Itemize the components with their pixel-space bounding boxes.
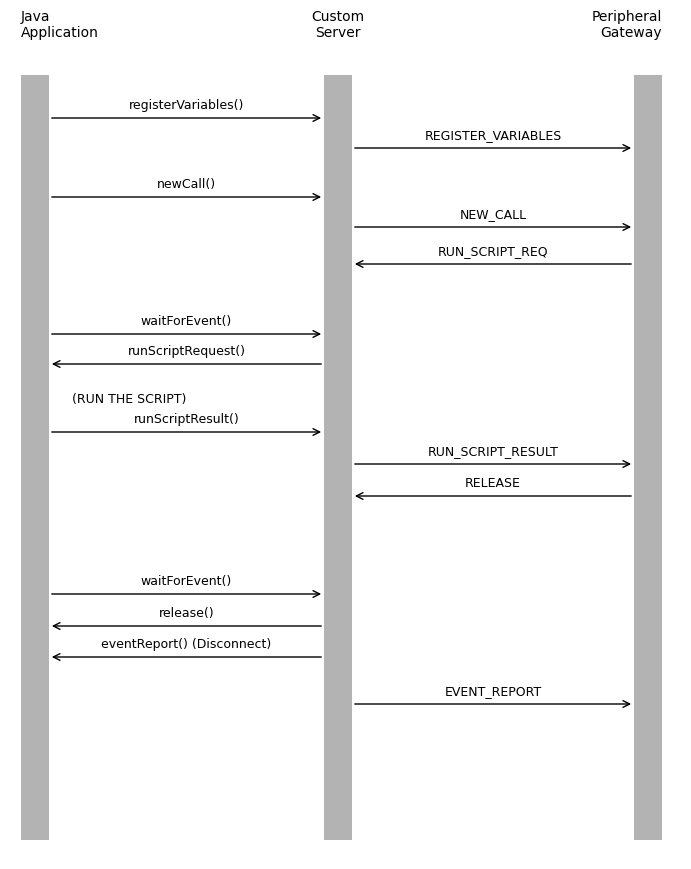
Text: release(): release() (159, 607, 214, 620)
Bar (21, 75, 49, 840)
Text: Peripheral
Gateway: Peripheral Gateway (591, 10, 662, 40)
Text: waitForEvent(): waitForEvent() (141, 575, 232, 588)
Text: RELEASE: RELEASE (465, 477, 521, 490)
Text: RUN_SCRIPT_REQ: RUN_SCRIPT_REQ (437, 245, 549, 258)
Bar (324, 75, 352, 840)
Text: runScriptRequest(): runScriptRequest() (128, 345, 245, 358)
Text: Java
Application: Java Application (21, 10, 99, 40)
Text: (RUN THE SCRIPT): (RUN THE SCRIPT) (72, 394, 187, 407)
Text: EVENT_REPORT: EVENT_REPORT (444, 685, 542, 698)
Text: RUN_SCRIPT_RESULT: RUN_SCRIPT_RESULT (428, 445, 558, 458)
Text: Custom
Server: Custom Server (312, 10, 365, 40)
Text: REGISTER_VARIABLES: REGISTER_VARIABLES (424, 129, 562, 142)
Text: registerVariables(): registerVariables() (129, 99, 244, 112)
Text: NEW_CALL: NEW_CALL (460, 208, 527, 221)
Text: newCall(): newCall() (157, 178, 216, 191)
Text: eventReport() (Disconnect): eventReport() (Disconnect) (102, 638, 272, 651)
Text: runScriptResult(): runScriptResult() (133, 413, 239, 426)
Text: waitForEvent(): waitForEvent() (141, 315, 232, 328)
Bar (634, 75, 662, 840)
